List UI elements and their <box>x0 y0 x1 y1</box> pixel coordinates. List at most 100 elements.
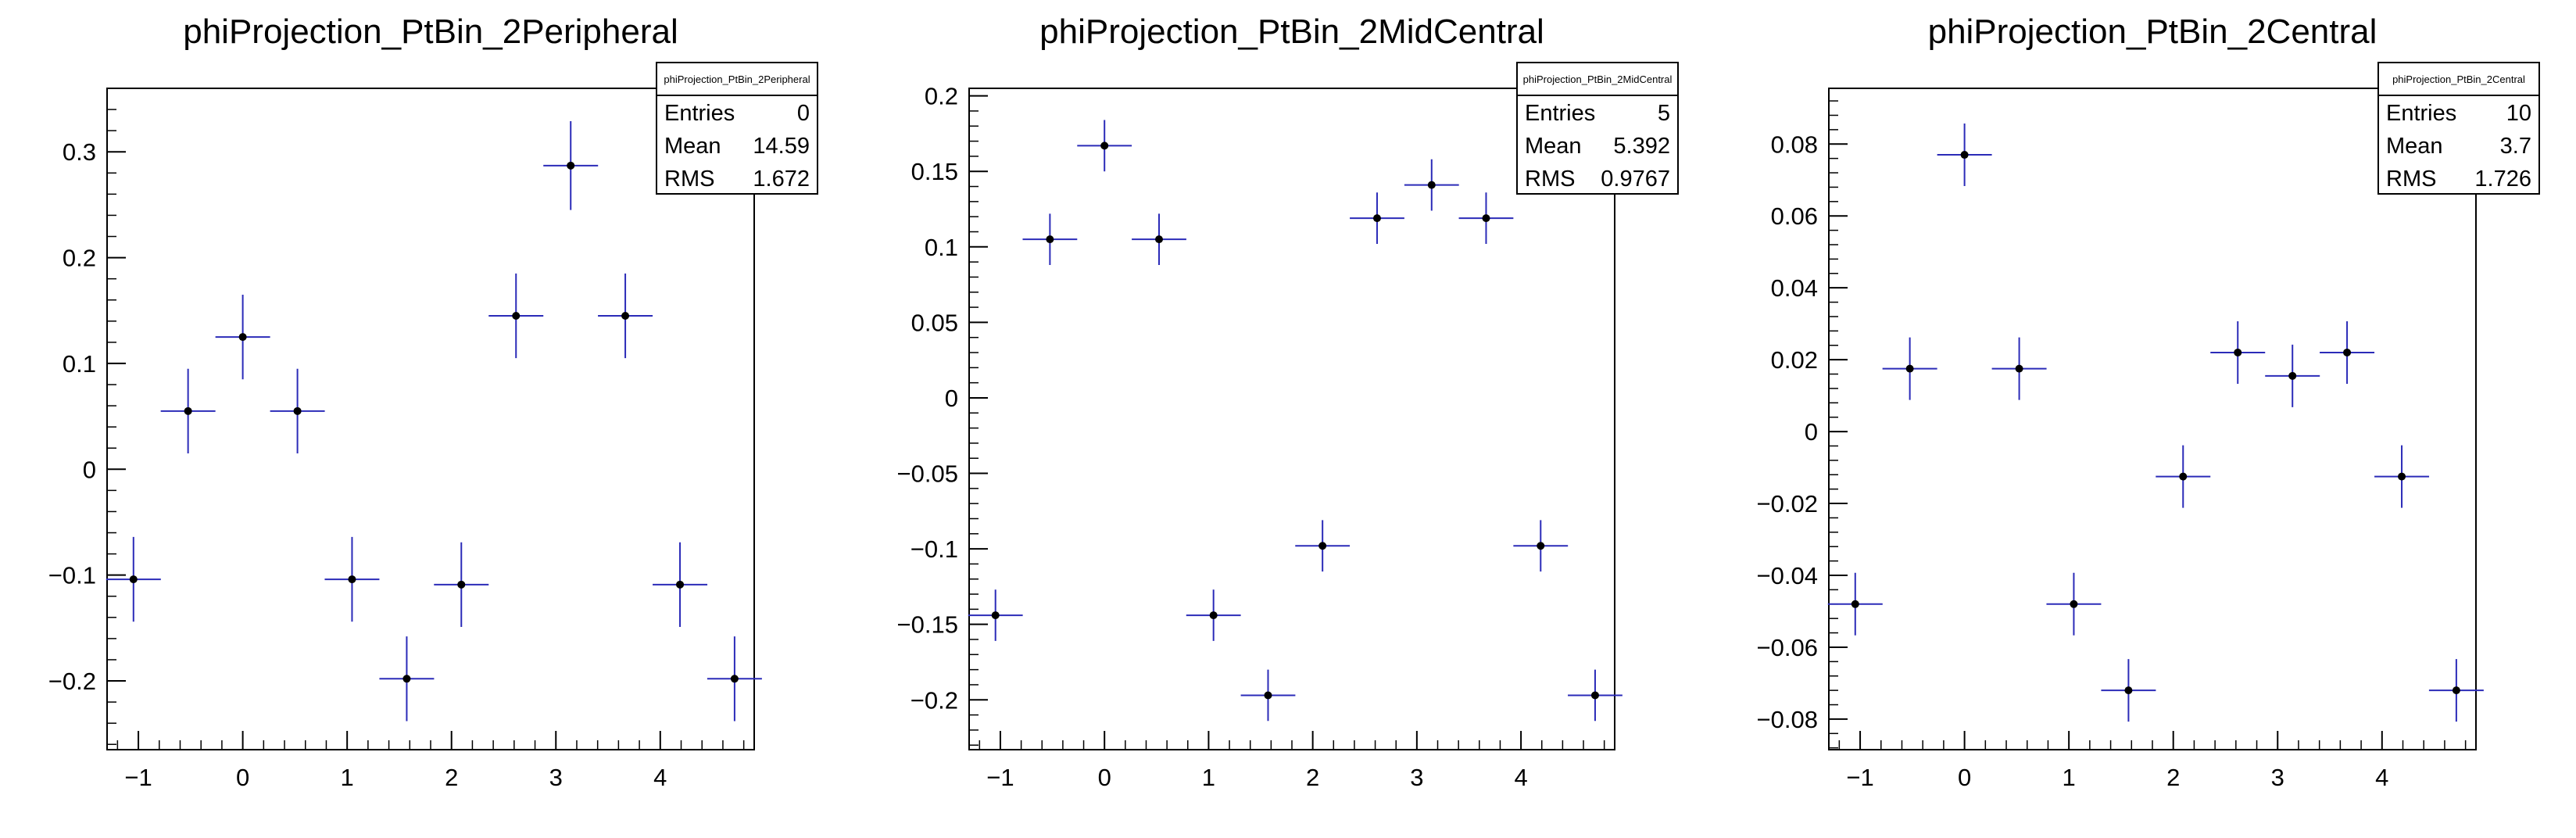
data-point <box>598 273 653 359</box>
x-tick-label: 3 <box>549 764 563 791</box>
data-point <box>488 273 544 359</box>
point-marker <box>1960 151 1969 159</box>
data-point <box>1186 589 1241 641</box>
data-point <box>1022 213 1078 265</box>
stats-label: Mean <box>1525 134 1582 159</box>
stats-value: 0.9767 <box>1601 167 1670 192</box>
data-point <box>1827 572 1883 636</box>
data-point <box>1882 337 1937 400</box>
point-marker <box>2343 348 2352 356</box>
point-marker <box>2179 472 2188 481</box>
point-marker <box>293 406 302 415</box>
data-point <box>1132 213 1186 265</box>
point-marker <box>1046 235 1054 244</box>
point-marker <box>621 312 630 321</box>
data-point <box>160 368 216 453</box>
point-marker <box>676 580 685 589</box>
stats-box-name: phiProjection_PtBin_2Peripheral <box>664 73 810 85</box>
y-tick-label: −0.1 <box>911 535 958 563</box>
x-tick-label: 3 <box>1410 764 1423 791</box>
data-point <box>324 536 380 622</box>
chart-title: phiProjection_PtBin_2Central <box>1928 13 2377 51</box>
stats-box-name: phiProjection_PtBin_2Central <box>2392 73 2525 85</box>
data-point <box>2101 659 2156 722</box>
x-tick-label: 0 <box>1958 764 1971 791</box>
point-marker <box>1100 141 1109 150</box>
y-tick-label: 0 <box>83 456 96 483</box>
point-marker <box>238 333 247 342</box>
y-tick-label: 0.2 <box>63 245 96 272</box>
chart-title: phiProjection_PtBin_2Peripheral <box>183 13 678 51</box>
stats-box-frame <box>2377 62 2540 195</box>
data-point <box>1458 192 1514 244</box>
data-point <box>2156 445 2211 508</box>
x-tick-label: −1 <box>1846 764 1873 791</box>
point-marker <box>1905 364 1914 373</box>
x-tick-label: 4 <box>1514 764 1527 791</box>
y-tick-label: 0.3 <box>63 138 96 166</box>
x-tick-label: 0 <box>1098 764 1111 791</box>
point-marker <box>991 611 1000 620</box>
point-marker <box>2070 600 2078 608</box>
data-point <box>1937 124 1992 187</box>
chart-panel-2: phiProjection_PtBin_2MidCentral −1 0 1 2 3 4 −0… <box>897 13 1679 791</box>
point-marker <box>1537 542 1545 550</box>
y-tick-label: 0 <box>1805 418 1818 446</box>
stats-label: Entries <box>2386 101 2456 126</box>
data-point <box>968 589 1023 641</box>
stats-value: 1.672 <box>753 167 810 192</box>
x-tick-label: 3 <box>2271 764 2284 791</box>
x-tick-label: 2 <box>2166 764 2180 791</box>
stats-box: phiProjection_PtBin_2MidCentral Entries 5 M… <box>1516 62 1679 195</box>
stats-value: 5 <box>1658 101 1670 126</box>
data-point <box>2210 321 2266 384</box>
point-marker <box>184 406 192 415</box>
y-tick-label: 0.04 <box>1771 274 1818 302</box>
x-tick-label: 1 <box>341 764 354 791</box>
point-marker <box>730 675 739 683</box>
stats-label: Mean <box>2386 134 2443 159</box>
data-point <box>2046 572 2102 636</box>
y-tick-label: −0.06 <box>1757 634 1818 661</box>
stats-label: RMS <box>2386 167 2436 192</box>
data-point <box>1568 669 1623 722</box>
stats-box-name: phiProjection_PtBin_2MidCentral <box>1523 73 1673 85</box>
stats-label: RMS <box>1525 167 1575 192</box>
point-marker <box>129 575 138 584</box>
point-marker <box>1427 181 1436 189</box>
data-point <box>270 368 325 453</box>
point-marker <box>2234 348 2242 356</box>
stats-box-frame <box>656 62 818 195</box>
data-point <box>1513 520 1569 572</box>
stats-value: 14.59 <box>753 134 810 159</box>
y-tick-label: 0.08 <box>1771 131 1818 158</box>
data-point <box>1350 192 1404 244</box>
stats-label: Entries <box>664 101 735 126</box>
point-marker <box>512 312 521 321</box>
y-tick-label: 0.15 <box>911 158 958 185</box>
data-point <box>2320 321 2375 384</box>
stats-value: 3.7 <box>2500 134 2531 159</box>
y-tick-label: 0.2 <box>925 83 958 110</box>
chart-panel-1: phiProjection_PtBin_2Peripheral −1 0 1 2 3 4 −0… <box>48 13 818 791</box>
data-point <box>653 542 708 627</box>
y-tick-label: 0 <box>945 385 958 412</box>
point-marker <box>402 675 411 683</box>
stats-label: RMS <box>664 167 714 192</box>
y-tick-label: −0.04 <box>1757 562 1818 589</box>
point-marker <box>1482 214 1490 223</box>
point-marker <box>1318 542 1327 550</box>
point-marker <box>1209 611 1218 620</box>
x-tick-label: 2 <box>445 764 458 791</box>
x-tick-label: 1 <box>2063 764 2076 791</box>
point-marker <box>1372 214 1381 223</box>
stats-value: 10 <box>2506 101 2531 126</box>
data-point <box>215 294 270 380</box>
point-marker <box>2288 371 2297 380</box>
x-tick-label: −1 <box>986 764 1014 791</box>
data-point <box>2428 659 2484 722</box>
chart-panel-3: phiProjection_PtBin_2Central −1 0 1 2 3 4 −0.08… <box>1757 13 2540 791</box>
y-tick-label: 0.06 <box>1771 202 1818 230</box>
stats-value: 5.392 <box>1613 134 1670 159</box>
